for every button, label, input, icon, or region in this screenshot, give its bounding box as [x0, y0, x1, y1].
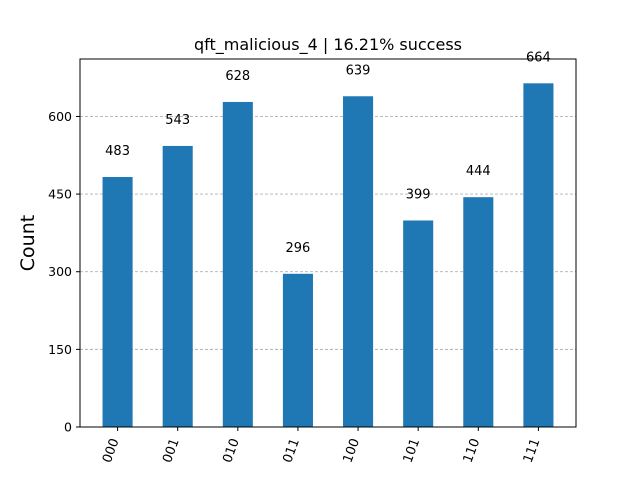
plot-area-frame	[79, 58, 577, 428]
bars	[102, 83, 554, 428]
y-tick-label: 450	[48, 187, 72, 202]
bar-011	[282, 273, 313, 427]
y-tick-label: 150	[48, 342, 72, 357]
data-label-001: 543	[165, 113, 190, 128]
y-axis-label: Count	[17, 215, 39, 271]
data-labels: 483 543 628 296 639 399 444 664	[105, 50, 551, 255]
bar-001	[162, 145, 193, 427]
chart-title: qft_malicious_4 | 16.21% success	[194, 35, 462, 55]
bar-110	[463, 197, 494, 427]
data-label-011: 296	[286, 241, 311, 256]
data-label-010: 628	[225, 69, 250, 84]
y-axis-ticks: 0 150 300 450 600	[48, 109, 80, 435]
data-label-110: 444	[466, 164, 491, 179]
data-label-101: 399	[406, 187, 431, 202]
data-label-100: 639	[346, 63, 371, 78]
bar-000	[102, 177, 133, 427]
data-label-111: 664	[526, 50, 551, 65]
bar-111	[523, 83, 554, 428]
bar-100	[343, 96, 374, 428]
y-tick-label: 300	[48, 264, 72, 279]
data-label-000: 483	[105, 144, 130, 159]
bar-101	[403, 220, 434, 427]
bar-010	[222, 101, 253, 427]
y-tick-label: 600	[48, 109, 72, 124]
y-tick-label: 0	[64, 420, 72, 435]
